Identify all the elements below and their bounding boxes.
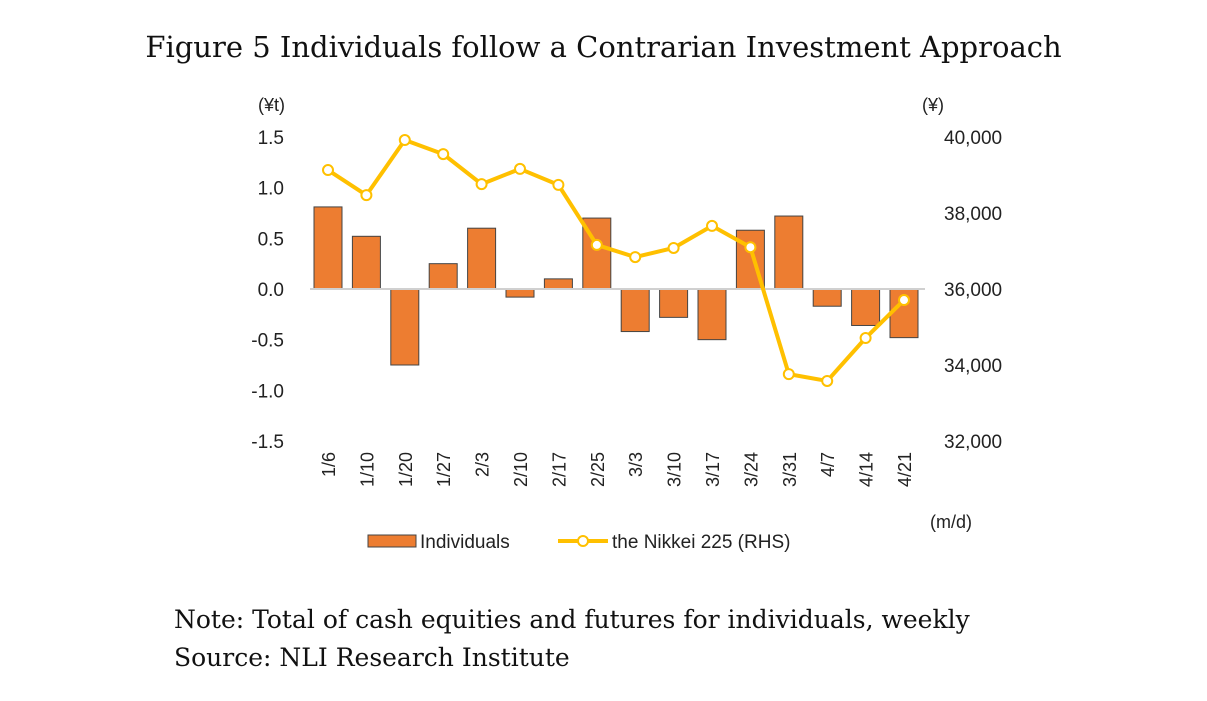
- x-tick-label: 4/7: [818, 452, 838, 477]
- left-tick-label: -0.5: [251, 331, 284, 352]
- bar-individuals: [620, 288, 650, 333]
- legend-label-nikkei: the Nikkei 225 (RHS): [612, 532, 790, 553]
- point-nikkei: [322, 164, 334, 177]
- bar-individuals: [851, 288, 881, 326]
- bar-individuals: [774, 215, 804, 290]
- x-tick-label: 1/27: [434, 452, 454, 487]
- x-tick-label: 3/10: [665, 452, 685, 487]
- source-text: Source: NLI Research Institute: [174, 643, 570, 672]
- x-tick-label: 2/10: [511, 452, 531, 487]
- x-tick-label: 2/25: [588, 452, 608, 487]
- left-axis-unit: (¥t): [258, 95, 285, 115]
- x-tick-label: 1/6: [319, 452, 339, 477]
- point-nikkei: [629, 251, 642, 264]
- point-nikkei: [360, 189, 373, 202]
- point-nikkei: [706, 219, 718, 232]
- left-tick-label: -1.0: [251, 381, 284, 402]
- bar-individuals: [543, 278, 573, 290]
- point-nikkei: [437, 148, 450, 161]
- bar-individuals: [313, 206, 343, 290]
- x-tick-label: 3/17: [703, 452, 723, 487]
- left-tick-label: 0.0: [258, 280, 284, 301]
- x-axis-unit: (m/d): [930, 512, 972, 532]
- point-nikkei: [782, 368, 795, 381]
- x-tick-label: 3/3: [626, 452, 646, 477]
- bar-individuals: [351, 235, 381, 290]
- x-tick-label: 2/3: [473, 452, 493, 477]
- legend-marker-nikkei: [577, 535, 589, 547]
- right-axis-unit: (¥): [922, 95, 944, 115]
- left-tick-label: 1.0: [258, 179, 284, 200]
- x-tick-label: 3/24: [741, 452, 761, 487]
- point-nikkei: [744, 241, 757, 254]
- bar-individuals: [390, 288, 420, 366]
- point-nikkei: [821, 374, 834, 387]
- point-nikkei: [667, 241, 680, 254]
- x-tick-label: 3/31: [780, 452, 800, 487]
- bar-individuals: [812, 288, 842, 307]
- x-tick-label: 2/17: [549, 452, 569, 487]
- point-nikkei: [590, 238, 603, 251]
- right-tick-label: 36,000: [944, 280, 1002, 301]
- bar-individuals: [428, 263, 458, 290]
- point-nikkei: [475, 178, 488, 191]
- figure-title: Figure 5 Individuals follow a Contrarian…: [145, 30, 1062, 64]
- legend-swatch-individuals: [367, 534, 417, 548]
- right-tick-label: 38,000: [944, 204, 1002, 225]
- point-nikkei: [398, 134, 411, 147]
- bar-individuals: [659, 288, 689, 318]
- point-nikkei: [859, 332, 872, 345]
- legend-label-individuals: Individuals: [420, 532, 510, 553]
- left-tick-label: 0.5: [258, 229, 284, 250]
- right-tick-label: 40,000: [944, 128, 1002, 149]
- line-nikkei: [326, 138, 906, 383]
- x-tick-label: 1/10: [357, 452, 377, 487]
- right-tick-label: 34,000: [944, 356, 1002, 377]
- point-nikkei: [552, 178, 565, 191]
- point-nikkei: [898, 294, 910, 307]
- x-tick-label: 4/14: [857, 452, 877, 487]
- note-text: Note: Total of cash equities and futures…: [174, 605, 970, 634]
- bar-individuals: [697, 288, 727, 341]
- right-tick-label: 32,000: [944, 432, 1002, 453]
- bar-individuals: [505, 288, 535, 298]
- bar-individuals: [467, 227, 497, 290]
- left-tick-label: 1.5: [258, 128, 284, 149]
- point-nikkei: [514, 162, 526, 175]
- x-tick-label: 4/21: [895, 452, 915, 487]
- left-tick-label: -1.5: [251, 432, 284, 453]
- x-tick-label: 1/20: [396, 452, 416, 487]
